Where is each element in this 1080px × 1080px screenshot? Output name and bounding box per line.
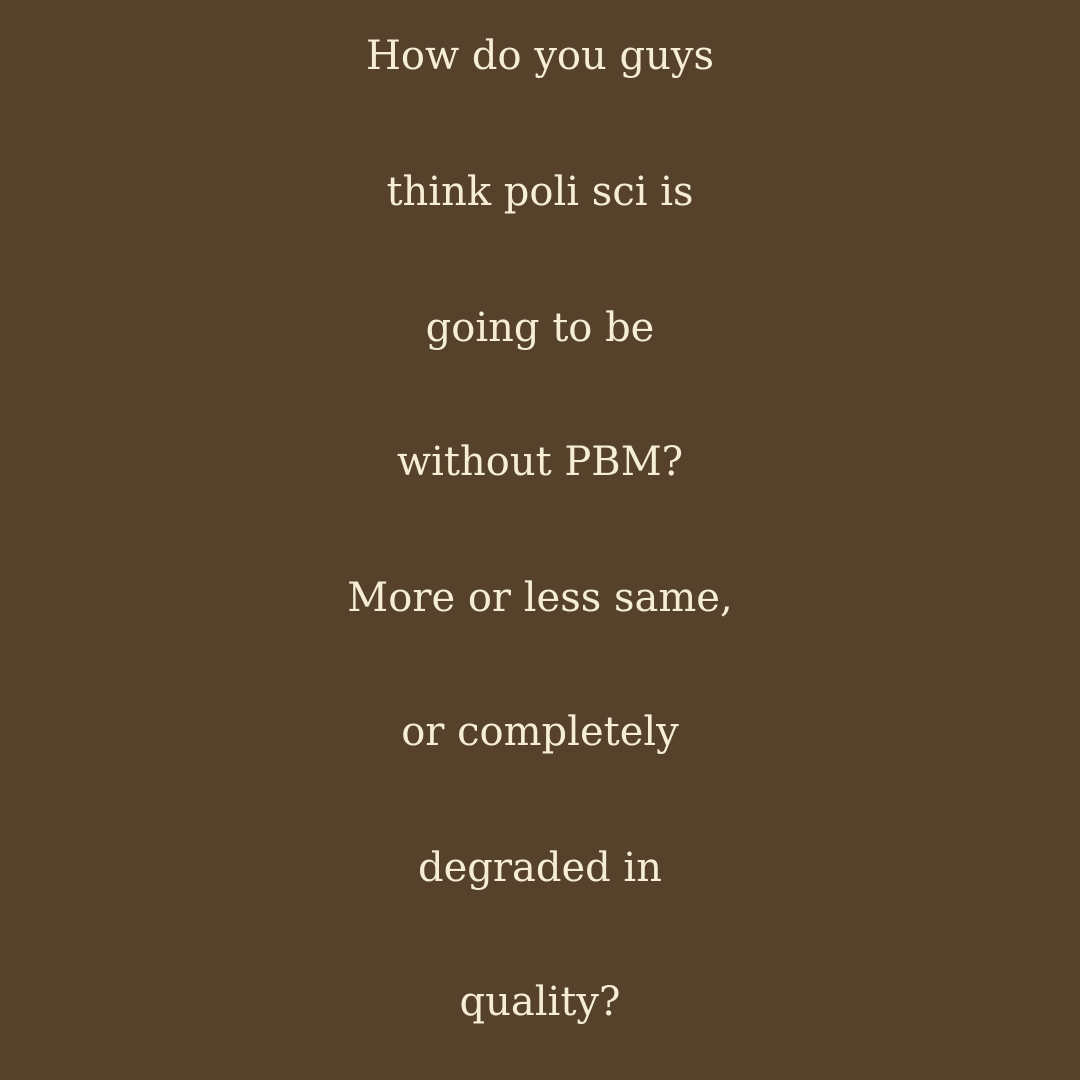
text-line: think poli sci is	[386, 169, 694, 215]
text-line: without PBM?	[396, 439, 684, 485]
text-line: How do you guys	[366, 33, 714, 79]
text-line: or completely	[401, 709, 679, 755]
text-line: going to be	[425, 305, 655, 351]
text-line: quality?	[459, 979, 621, 1025]
text-line: degraded in	[417, 845, 662, 891]
text-line: More or less same,	[347, 575, 733, 621]
